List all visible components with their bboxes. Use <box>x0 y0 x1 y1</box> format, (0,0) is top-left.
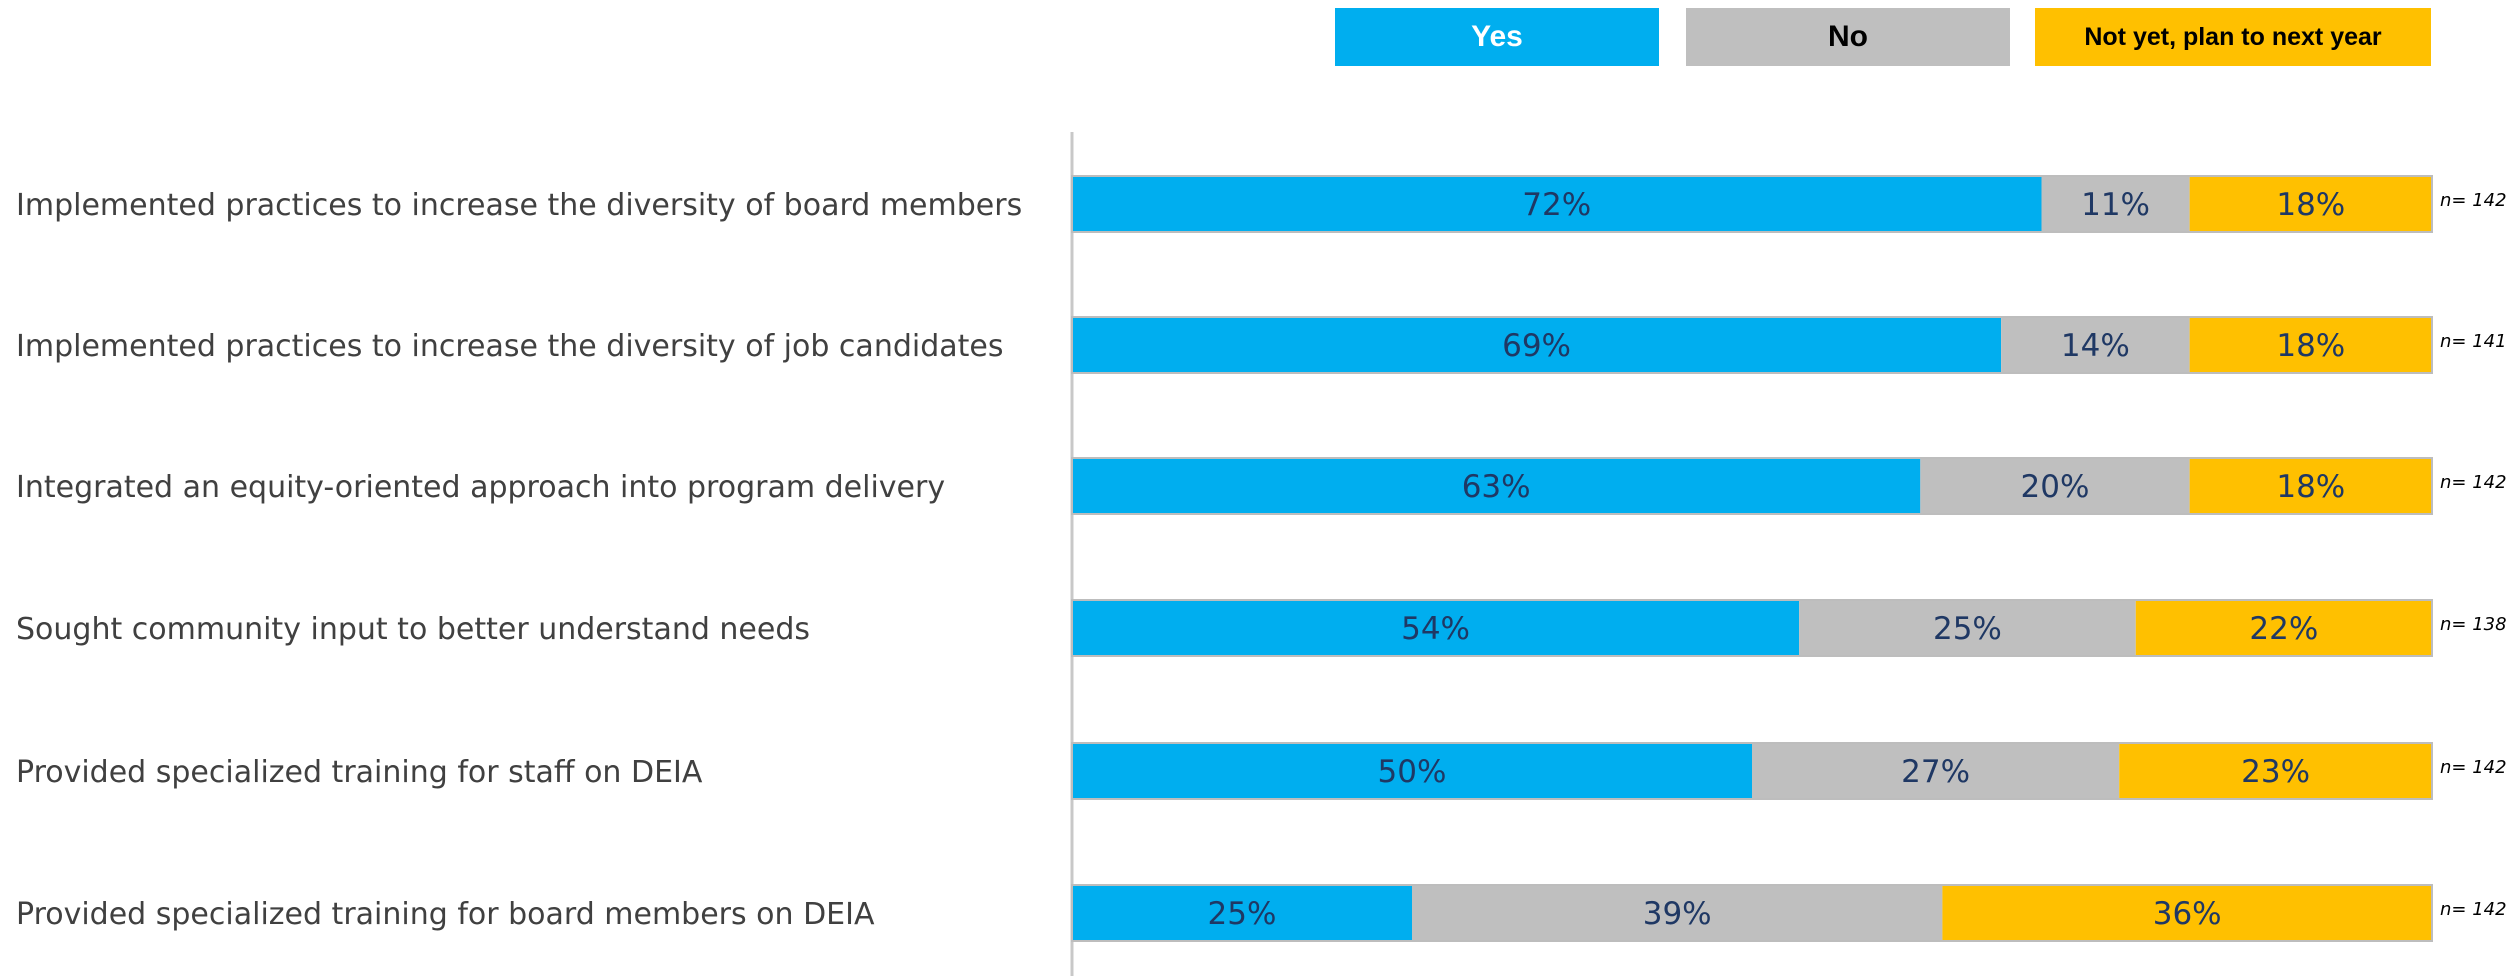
bar-outline <box>1071 599 2433 657</box>
data-label: 27% <box>1901 754 1970 790</box>
data-label: 18% <box>2276 328 2345 364</box>
legend-label-yes: Yes <box>1471 20 1523 53</box>
bar-outline <box>1071 457 2433 515</box>
n-label: n= 142 <box>2440 899 2506 920</box>
bar-segment <box>2135 600 2432 656</box>
category-label: Provided specialized training for board … <box>16 897 875 932</box>
bar-outline <box>1071 175 2433 233</box>
data-label: 69% <box>1502 328 1571 364</box>
category-label: Provided specialized training for staff … <box>16 755 703 790</box>
data-label: 11% <box>2081 187 2150 223</box>
category-label: Integrated an equity-oriented approach i… <box>16 470 945 505</box>
data-label: 39% <box>1643 896 1712 932</box>
bar-segment <box>1072 743 1752 799</box>
bar-segment <box>1412 885 1943 941</box>
data-label: 23% <box>2241 754 2310 790</box>
legend-item-plan: Not yet, plan to next year <box>2035 8 2431 66</box>
bar-segment <box>1752 743 2120 799</box>
bar-segment <box>1072 885 1412 941</box>
data-label: 25% <box>1933 611 2002 647</box>
legend-item-yes: Yes <box>1335 8 1659 66</box>
n-label: n= 141 <box>2440 331 2506 352</box>
bar-segment <box>1072 176 2042 232</box>
data-label: 18% <box>2276 469 2345 505</box>
n-label: n= 142 <box>2440 472 2506 493</box>
data-label: 20% <box>2021 469 2090 505</box>
data-label: 14% <box>2061 328 2130 364</box>
legend-label-no: No <box>1828 20 1868 53</box>
bar-segment <box>1072 458 1921 514</box>
bar-segment <box>2189 458 2432 514</box>
bar-segment <box>2189 176 2432 232</box>
category-label: Implemented practices to increase the di… <box>16 329 1003 364</box>
bar-segment <box>1799 600 2136 656</box>
data-label: 72% <box>1522 187 1591 223</box>
data-label: 50% <box>1378 754 1447 790</box>
bar-segment <box>2041 176 2190 232</box>
category-label: Implemented practices to increase the di… <box>16 188 1022 223</box>
legend-item-no: No <box>1686 8 2010 66</box>
data-label: 63% <box>1462 469 1531 505</box>
data-label: 18% <box>2276 187 2345 223</box>
n-label: n= 138 <box>2440 614 2506 635</box>
bar-outline <box>1071 316 2433 374</box>
bar-segment <box>2119 743 2432 799</box>
n-label: n= 142 <box>2440 190 2506 211</box>
n-label: n= 142 <box>2440 757 2506 778</box>
bar-segment <box>1942 885 2432 941</box>
bar-outline <box>1071 742 2433 800</box>
bar-segment <box>2189 317 2432 373</box>
bar-segment <box>1072 600 1800 656</box>
bar-segment <box>2001 317 2190 373</box>
legend-label-plan: Not yet, plan to next year <box>2084 22 2382 51</box>
bar-outline <box>1071 884 2433 942</box>
bar-segment <box>1920 458 2190 514</box>
data-label: 25% <box>1208 896 1277 932</box>
data-label: 54% <box>1401 611 1470 647</box>
data-label: 36% <box>2153 896 2222 932</box>
bar-segment <box>1072 317 2002 373</box>
category-label: Sought community input to better underst… <box>16 612 810 647</box>
data-label: 22% <box>2249 611 2318 647</box>
